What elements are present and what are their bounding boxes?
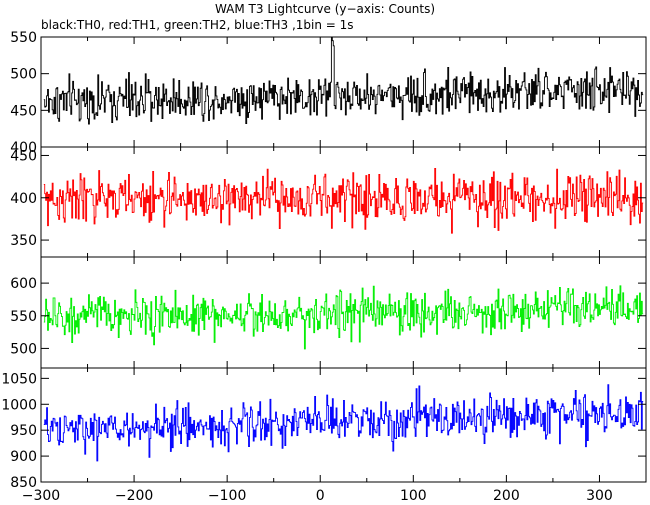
series-line-th2: [43, 285, 644, 350]
series-line-th3: [43, 384, 644, 462]
series-line-th0: [43, 37, 644, 125]
y-tick-label: 950: [10, 423, 37, 439]
y-tick-label: 550: [10, 309, 37, 325]
y-tick-label: 450: [10, 103, 37, 119]
series-line-th1: [43, 167, 644, 234]
y-tick-label: 550: [10, 30, 37, 46]
x-tick-label: −300: [22, 488, 60, 504]
y-tick-label: 850: [10, 475, 37, 491]
x-tick-label: 300: [586, 488, 613, 504]
chart-subtitle: black:TH0, red:TH1, green:TH2, blue:TH3 …: [41, 18, 354, 32]
chart-title: WAM T3 Lightcurve (y−axis: Counts): [215, 2, 435, 16]
x-tick-label: 0: [316, 488, 325, 504]
y-tick-label: 400: [10, 140, 37, 156]
y-tick-label: 900: [10, 449, 37, 465]
panel-frame: [40, 367, 647, 483]
y-tick-label: 450: [10, 148, 37, 164]
y-tick-label: 600: [10, 276, 37, 292]
panel-th1: 350 400 450: [10, 146, 647, 258]
panel-frame: [40, 146, 647, 258]
y-tick-label: 500: [10, 341, 37, 357]
x-tick-label: −100: [208, 488, 246, 504]
y-tick-label: 500: [10, 67, 37, 83]
y-tick-label: 400: [10, 191, 37, 207]
chart-panels: 4004505005503504004505005506008509009501…: [1, 30, 647, 504]
panel-th0: 400 450 500 550: [10, 30, 647, 156]
x-tick-label: 200: [493, 488, 520, 504]
y-tick-label: 1050: [1, 371, 37, 387]
panel-th3: 850 900 950 1000 1050: [1, 367, 647, 491]
x-tick-label: 100: [400, 488, 427, 504]
y-tick-label: 350: [10, 233, 37, 249]
y-tick-label: 1000: [1, 397, 37, 413]
panel-th2: 500 550 600: [10, 256, 647, 369]
x-tick-label: −200: [115, 488, 153, 504]
